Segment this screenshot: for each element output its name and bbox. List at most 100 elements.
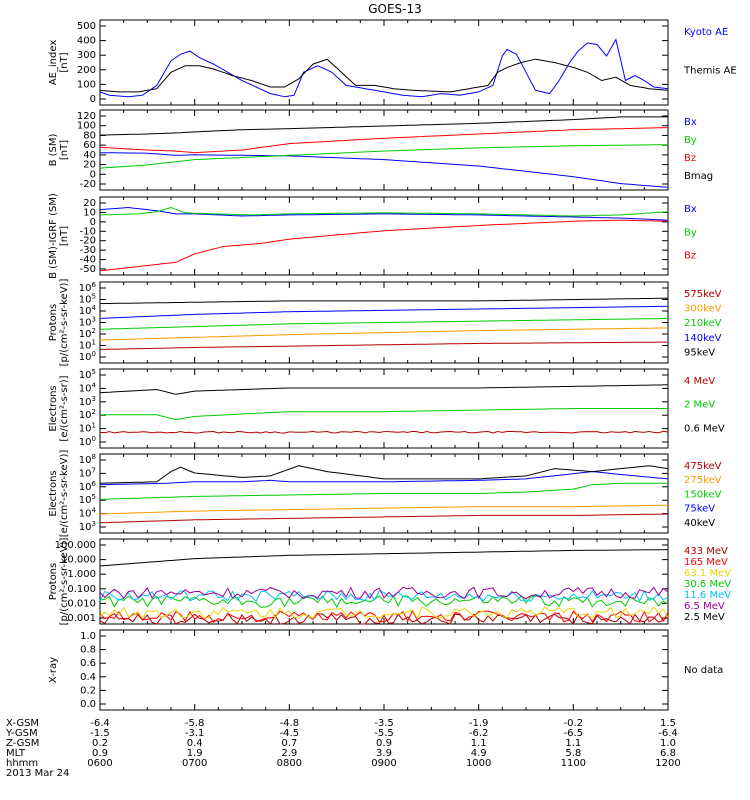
y-tick-label: 105 [79,368,96,381]
orbit-value: -3.5 [374,718,394,729]
series-line [99,612,669,625]
legend-entry: Bx [684,117,697,128]
y-tick-label: 10.000 [61,555,96,566]
legend-entry: Bmag [684,171,713,182]
y-tick-label: -40 [80,255,96,266]
y-tick-label: 0 [90,94,96,105]
y-axis-label: AE_index[nT] [48,40,70,86]
series-line [99,606,669,619]
panel-8: 1.0 0.8 0.6 0.4 0.2 0.0 X-ray No data [48,629,723,711]
legend-entry: 575keV [684,289,722,300]
series-line [99,549,669,567]
legend-entry: 30.6 MeV [684,579,731,590]
legend-entry: 275keV [684,475,722,486]
orbit-value: -6.4 [658,728,678,739]
y-tick-label: 107 [79,466,96,479]
orbit-value: -6.4 [90,718,110,729]
orbit-value: 5.8 [565,748,581,759]
series-line [99,471,669,486]
legend-entry: 140keV [684,333,722,344]
orbit-value: 3.9 [376,748,392,759]
orbit-value: 0.9 [92,748,108,759]
y-tick-label: 0 [90,169,96,180]
orbit-value: 1200 [655,758,680,769]
series-line [99,609,669,624]
legend-entry: 150keV [684,489,722,500]
y-tick-label: 106 [79,480,97,493]
y-tick-label: 104 [79,381,97,394]
orbit-row-label: MLT [6,748,26,759]
series-line [99,482,668,500]
orbit-value: 1.0 [660,738,676,749]
y-tick-label: 20 [83,198,96,209]
panel-1: 500 400 300 200 100 0 AE_index[nT] Kyoto AE Them… [48,19,737,106]
series-line [99,38,669,98]
panel-7: 100.000 10.000 1.000 0.100 0.010 0.001Protons… [48,538,731,626]
legend-entry: 210keV [684,318,722,329]
y-tick-label: 0.2 [80,685,96,696]
orbit-value: -6.5 [564,728,584,739]
orbit-value: 0600 [87,758,112,769]
y-tick-label: -10 [80,226,96,237]
orbit-value: 1.1 [471,738,487,749]
legend-entry: 475keV [684,461,722,472]
y-tick-label: 105 [79,493,96,506]
series-line [99,144,668,169]
orbit-row-label: Z-GSM [6,738,39,749]
y-tick-label: 120 [77,111,96,122]
legend-entry: 75keV [684,504,715,515]
panel-frame [99,196,669,276]
legend-entry: 300keV [684,304,722,315]
series-line [99,513,669,524]
series-line [99,317,669,330]
y-tick-label: -20 [80,236,96,247]
y-tick-label: 0.0 [80,699,96,710]
series-line [99,305,669,319]
legend-entry: 40keV [684,518,715,529]
y-tick-label: 20 [83,160,96,171]
orbit-row-label: hhmm [6,758,38,769]
y-tick-label: 0.001 [67,613,96,624]
series-line [99,219,669,272]
y-tick-label: -50 [80,264,96,275]
series-line [99,595,669,609]
orbit-row-label: X-GSM [6,718,39,729]
y-tick-label: 100.000 [55,540,96,551]
y-tick-label: 105 [79,293,96,306]
orbit-value: 0.4 [187,738,203,749]
orbit-value: -4.8 [280,718,300,729]
legend-entry: 165 MeV [684,557,728,568]
orbit-value: -3.1 [185,728,205,739]
legend-entry: Bz [684,251,696,262]
series-line [99,116,668,136]
legend-entry: Kyoto AE [684,27,728,38]
orbit-value: 0.7 [281,738,297,749]
y-tick-label: 0.8 [80,645,96,656]
series-line [99,58,669,93]
orbit-value: 0700 [182,758,207,769]
date-label: 2013 Mar 24 [6,768,69,779]
legend-entry: 63.1 MeV [684,568,731,579]
y-tick-label: 0.100 [67,584,96,595]
orbit-value: -5.5 [374,728,394,739]
y-tick-label: 200 [77,65,96,76]
series-line [99,327,669,341]
orbit-value: 1.5 [660,718,676,729]
y-tick-label: 500 [77,21,96,32]
series-line [99,465,669,484]
y-axis-label: X-ray [48,657,59,683]
y-tick-label: -30 [80,245,96,256]
legend-entry: Bx [684,204,697,215]
legend-entry: 95keV [684,347,715,358]
y-tick-label: 80 [83,130,96,141]
y-tick-label: 40 [83,150,96,161]
series-line [99,206,669,217]
series-line [99,297,669,305]
legend-entry: 0.6 MeV [684,423,725,434]
y-tick-label: 0.4 [80,672,96,683]
legend-entry: Bz [684,153,696,164]
orbit-value: 2.9 [281,748,297,759]
orbit-value: 0.2 [92,738,108,749]
